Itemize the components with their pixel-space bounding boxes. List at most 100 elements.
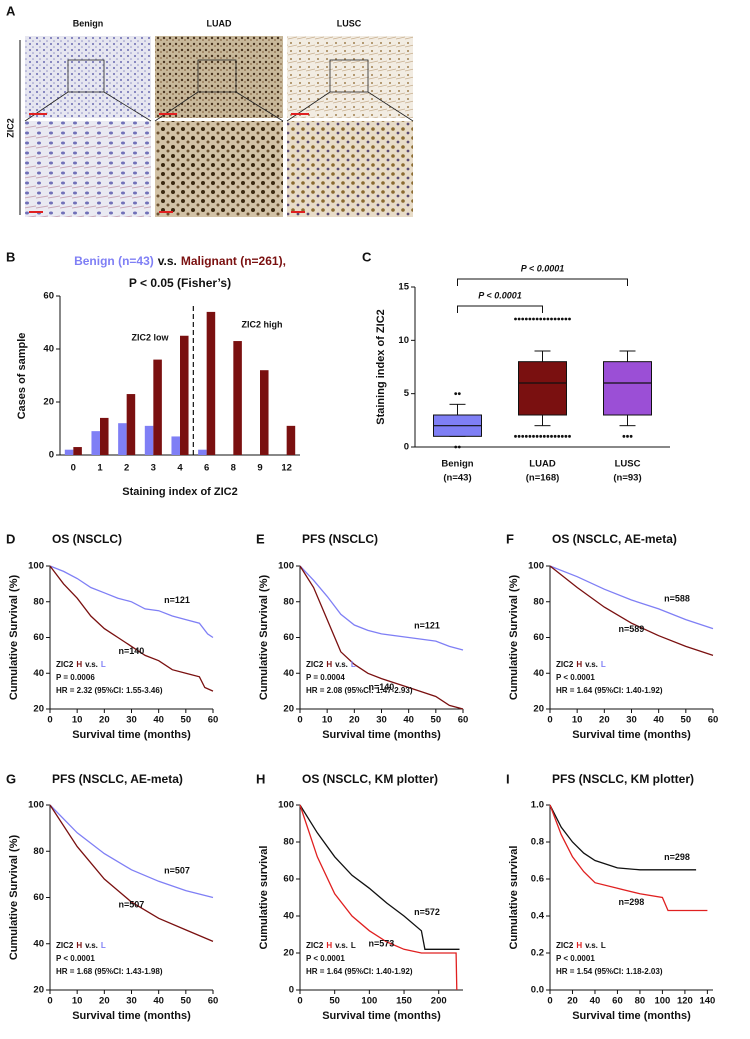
- x-tick-label: 40: [153, 715, 164, 726]
- x-axis-label: Survival time (months): [72, 1010, 191, 1022]
- column-header: LUSC: [337, 18, 362, 28]
- x-tick-label: 20: [99, 715, 110, 726]
- box: [518, 361, 567, 416]
- outlier: [532, 434, 535, 438]
- outlier: [564, 317, 568, 321]
- annotation: HR = 1.54 (95%CI: 1.18-2.03): [556, 967, 663, 976]
- x-tick-label: 0: [47, 996, 52, 1007]
- series-label: n=140: [368, 682, 394, 692]
- survival-curve: [299, 565, 464, 710]
- y-tick-label: 60: [533, 632, 544, 643]
- annotation-part: v.s.: [585, 660, 598, 669]
- x-axis-label: Survival time (months): [322, 729, 441, 741]
- survival-curve: [299, 565, 464, 651]
- chart-title: PFS (NSCLC, AE-meta): [52, 772, 183, 786]
- x-tick-count: (n=93): [613, 473, 641, 484]
- x-tick-label: 30: [376, 715, 387, 726]
- y-axis-label: Cumulative survival: [508, 846, 520, 950]
- x-tick-label: 10: [72, 996, 83, 1007]
- zoom-boxes: [24, 59, 414, 122]
- row-label: ZIC2: [5, 118, 15, 138]
- x-tick-label: 10: [72, 715, 83, 726]
- column-header: LUAD: [207, 18, 232, 28]
- y-tick-label: 20: [283, 704, 294, 715]
- annotation-part: ZIC2: [556, 941, 574, 950]
- annotation-part: v.s.: [85, 660, 98, 669]
- series-label: n=121: [164, 595, 190, 605]
- chart-title: PFS (NSCLC, KM plotter): [552, 772, 694, 786]
- x-tick-label: 30: [126, 715, 137, 726]
- outlier: [539, 317, 543, 321]
- y-tick-label: 20: [33, 985, 44, 996]
- bar: [206, 311, 216, 455]
- x-tick-label: 20: [599, 715, 610, 726]
- outlier: [521, 317, 525, 321]
- x-tick-label: 50: [681, 715, 692, 726]
- outlier: [524, 434, 528, 438]
- outlier: [557, 434, 561, 438]
- y-tick-label: 100: [28, 561, 44, 572]
- y-tick-label: 20: [43, 397, 54, 408]
- annotation: HR = 1.64 (95%CI: 1.40-1.92): [556, 686, 663, 695]
- outlier: [550, 317, 553, 321]
- scale-bars: [29, 113, 309, 213]
- bar: [91, 431, 100, 455]
- annotation-part: L: [101, 941, 106, 950]
- x-tick-label: 40: [590, 996, 601, 1007]
- outlier: [564, 434, 568, 438]
- annotation: P < 0.0001: [306, 954, 345, 963]
- x-tick-label: 0: [71, 463, 76, 474]
- survival-curve: [299, 804, 460, 950]
- outlier: [560, 434, 564, 438]
- bar: [171, 436, 180, 455]
- x-tick-label: 4: [177, 463, 183, 474]
- x-tick-label: 20: [349, 715, 360, 726]
- y-tick-label: 60: [33, 892, 44, 903]
- panel-letter: B: [6, 249, 15, 264]
- y-tick-label: 80: [283, 596, 294, 607]
- annotation-part: H: [326, 660, 332, 669]
- annotation: P < 0.0001: [521, 263, 564, 273]
- survival-curve: [549, 565, 714, 630]
- y-tick-label: 100: [528, 561, 544, 572]
- x-tick-label: 60: [612, 996, 623, 1007]
- chart-title: OS (NSCLC): [52, 532, 122, 546]
- y-axis-label: Cumulative Survival (%): [258, 575, 270, 701]
- bar: [233, 341, 242, 455]
- outlier: [629, 434, 633, 438]
- annotation-part: L: [601, 660, 606, 669]
- x-tick-label: 2: [124, 463, 129, 474]
- outlier: [535, 434, 539, 438]
- series-label: n=588: [664, 593, 690, 603]
- y-tick-label: 40: [283, 668, 294, 679]
- series-label: n=589: [618, 624, 644, 634]
- y-tick-label: 40: [43, 344, 54, 355]
- outlier: [528, 434, 532, 438]
- outlier: [514, 434, 517, 438]
- x-tick-label: 60: [458, 715, 469, 726]
- outlier: [535, 317, 539, 321]
- x-tick-label: LUSC: [615, 459, 641, 470]
- outlier: [622, 434, 626, 438]
- bar: [180, 335, 189, 455]
- x-tick-label: 9: [257, 463, 262, 474]
- bar: [286, 425, 296, 455]
- x-tick-label: 100: [361, 996, 377, 1007]
- y-tick-label: 20: [283, 948, 294, 959]
- survival-curve: [549, 565, 714, 657]
- series-label: n=140: [118, 646, 144, 656]
- outlier: [568, 434, 571, 438]
- outlier: [517, 317, 521, 321]
- x-tick-label: LUAD: [529, 459, 556, 470]
- y-tick-label: 80: [33, 846, 44, 857]
- y-tick-label: 0: [289, 985, 294, 996]
- survival-curve: [49, 804, 214, 942]
- annotation-part: H: [326, 941, 332, 950]
- series-label: n=298: [664, 852, 690, 862]
- title-part: Malignant (n=261),: [181, 254, 286, 268]
- x-tick-label: 150: [396, 996, 412, 1007]
